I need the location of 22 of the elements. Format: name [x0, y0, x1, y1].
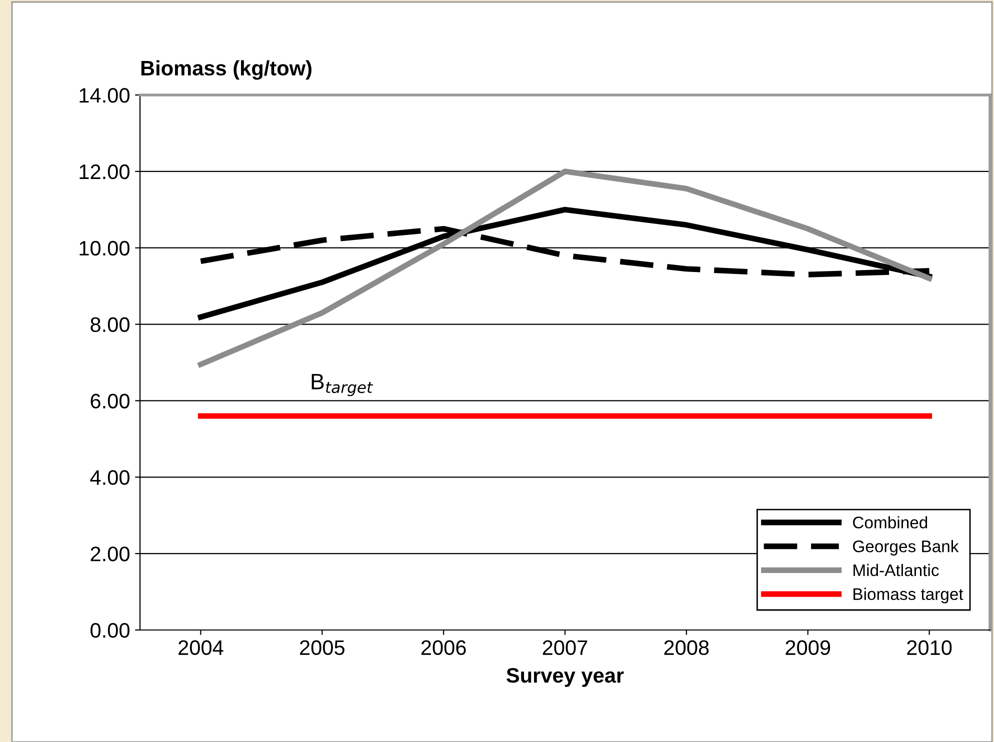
y-tick-label: 6.00: [90, 394, 130, 408]
annotation: B$_{target}$: [312, 374, 374, 396]
y-tick-label: 8.00: [90, 317, 130, 332]
x-tick-label: 2008: [664, 640, 709, 656]
y-tick-label: 2.00: [90, 546, 130, 562]
legend-label: Biomass target: [854, 588, 964, 604]
x-axis-title: Survey year: [506, 668, 624, 687]
legend-label: Combined: [853, 516, 928, 528]
x-tick-label: 2010: [907, 640, 952, 656]
legend-label: Mid-Atlantic: [854, 564, 939, 576]
x-tick-label: 2004: [178, 640, 224, 656]
x-tick-label: 2005: [300, 640, 344, 656]
x-tick-label: 2006: [421, 640, 466, 656]
legend-label: Georges Bank: [853, 540, 959, 556]
x-tick-label: 2007: [542, 640, 588, 656]
y-tick-label: 14.00: [80, 88, 130, 103]
y-tick-label: 10.00: [80, 240, 130, 256]
y-tick-label: 0.00: [90, 623, 130, 638]
y-tick-label: 4.00: [90, 470, 130, 485]
y-axis-title: Biomass (kg/tow): [141, 60, 312, 80]
x-tick-label: 2009: [786, 640, 830, 656]
y-tick-label: 12.00: [80, 164, 130, 180]
